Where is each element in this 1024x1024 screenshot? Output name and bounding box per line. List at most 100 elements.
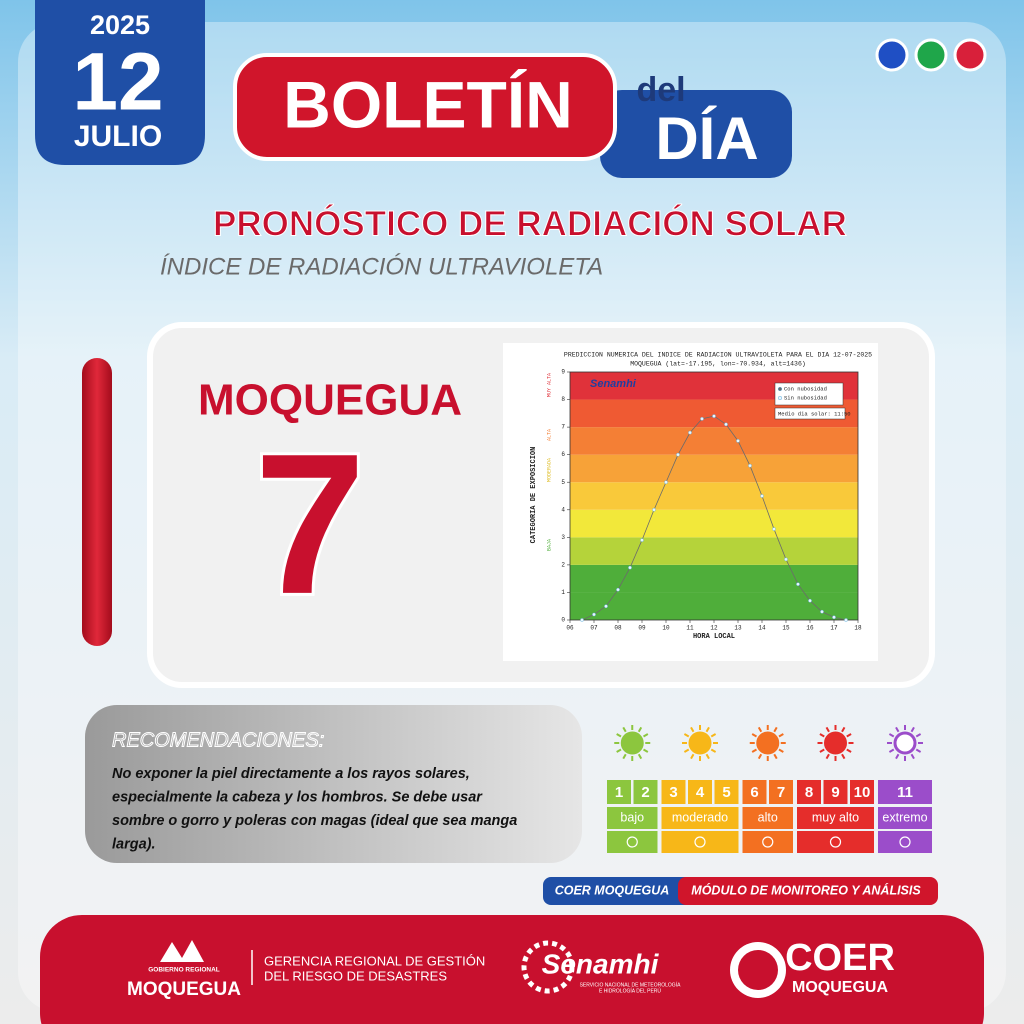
level-icon — [694, 836, 706, 848]
chart-subtitle: MOQUEGUA (lat=-17.195, lon=-70.934, alt=… — [630, 361, 806, 368]
uv-index: 7 — [254, 413, 365, 636]
sun-ray — [841, 726, 846, 733]
sun-ray — [773, 753, 778, 760]
sun-ray — [643, 748, 649, 753]
section-title: PRONÓSTICO DE RADIACIÓN SOLAR — [213, 203, 847, 243]
month: JULIO — [74, 120, 162, 153]
sun-ray — [751, 733, 757, 738]
sun-ray — [825, 753, 830, 760]
level-number: 9 — [831, 784, 839, 801]
level-icons-box — [661, 831, 739, 853]
series-point — [832, 615, 836, 620]
sun-ray — [773, 726, 778, 733]
level-icons-box — [878, 831, 932, 853]
boletin: BOLETÍN — [283, 67, 573, 141]
sun-ray — [910, 726, 915, 733]
legend-symbol — [777, 395, 783, 401]
date-badge — [35, 0, 205, 165]
senamhi-logo — [521, 940, 575, 994]
legend-label: Sin nubosidad — [784, 394, 827, 401]
sun-ray — [757, 726, 763, 733]
y-tick-label: 2 — [561, 561, 565, 568]
recommendations-text: No exponer la piel directamente a los ra… — [112, 766, 517, 853]
y-tick-label: 1 — [561, 589, 565, 596]
sun-ray — [778, 748, 784, 753]
series-point — [784, 557, 788, 562]
level-label: moderado — [672, 810, 728, 824]
series-point — [652, 507, 656, 512]
series-point — [772, 527, 776, 531]
x-axis-label: HORA LOCAL — [693, 633, 735, 641]
level-label: bajo — [620, 810, 644, 824]
legend — [774, 382, 844, 406]
series-point — [640, 538, 644, 542]
y-tick-label: 0 — [561, 617, 565, 624]
series-point — [808, 598, 812, 603]
recommendations-box — [85, 705, 582, 863]
sun-ray — [910, 753, 915, 760]
level-box — [850, 780, 874, 804]
x-tick-label: 09 — [638, 625, 646, 632]
x-tick-label: 13 — [734, 625, 742, 632]
level-number: 3 — [669, 784, 677, 801]
series-point — [748, 463, 752, 468]
red-pill — [82, 358, 112, 646]
level-box — [661, 780, 686, 804]
level-label-box — [607, 807, 658, 829]
level-number: 1 — [615, 784, 623, 801]
tag-left-text: COER MOQUEGUA — [555, 883, 670, 897]
level-number: 4 — [696, 784, 705, 801]
level-icons-box — [797, 831, 874, 853]
level-label: muy alto — [812, 810, 859, 824]
sun-ray — [888, 748, 895, 753]
x-tick-label: 11 — [686, 625, 694, 632]
level-number: 11 — [897, 784, 913, 801]
sun-ray — [705, 726, 710, 733]
gore: MOQUEGUA — [127, 979, 241, 1000]
recommendation-line: sombre o gorro y poleras con magas (idea… — [112, 813, 517, 829]
senamhi: Senamhi — [542, 948, 660, 979]
sun-ray — [683, 733, 690, 738]
level-icon — [829, 836, 842, 848]
uv-band — [570, 592, 858, 620]
y-tick-label: 7 — [561, 424, 565, 431]
series-point — [796, 582, 800, 586]
series-point — [844, 618, 848, 622]
series-point — [712, 414, 716, 418]
series-point — [700, 417, 704, 421]
coer-logo-inner — [738, 950, 778, 990]
y-axis-label: CATEGORIA DE EXPOSICION — [530, 447, 538, 544]
x-tick-label: 14 — [758, 625, 766, 632]
coer: COER — [785, 937, 895, 979]
sun-ray — [778, 733, 784, 738]
level-box — [607, 780, 631, 804]
y-tick-label: 9 — [561, 369, 565, 376]
series-point — [724, 422, 728, 427]
sun-ray — [915, 733, 922, 738]
annotation-box — [774, 407, 846, 420]
sun-ray — [846, 733, 852, 738]
gore-logo — [160, 940, 204, 962]
series-point — [616, 587, 620, 592]
sun-icon — [893, 731, 917, 755]
footer — [40, 915, 984, 1024]
sun-ray — [819, 733, 825, 738]
series-point — [604, 604, 608, 609]
x-tick-label: 15 — [782, 625, 790, 632]
dia-banner — [600, 90, 792, 178]
recommendations-title: RECOMENDACIONES: — [112, 729, 324, 751]
uv-band — [570, 537, 858, 565]
series-point — [760, 494, 764, 498]
year: 2025 — [90, 10, 150, 40]
chart-title: PREDICCION NUMERICA DEL INDICE DE RADIAC… — [564, 352, 872, 359]
sun-ray — [841, 753, 846, 760]
tag-left — [543, 877, 693, 905]
level-icon — [626, 836, 638, 848]
chart-watermark: Senamhi — [590, 378, 637, 390]
sun-ray — [895, 726, 900, 733]
recommendation-line: No exponer la piel directamente a los ra… — [112, 766, 470, 782]
sun-ray — [637, 726, 643, 733]
level-label-box — [742, 807, 793, 829]
x-tick-label: 06 — [566, 625, 574, 632]
